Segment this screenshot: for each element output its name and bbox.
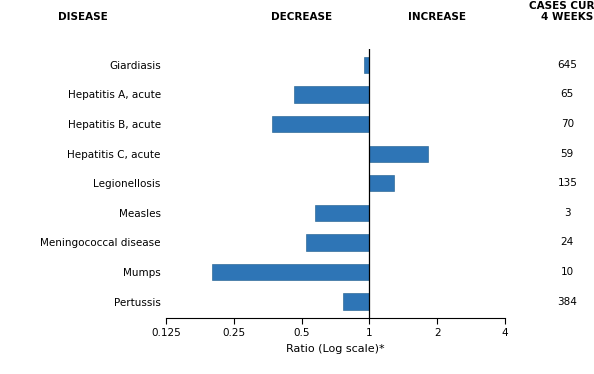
Text: 59: 59	[561, 149, 574, 159]
X-axis label: Ratio (Log scale)*: Ratio (Log scale)*	[286, 344, 385, 354]
Text: 384: 384	[557, 297, 577, 307]
Bar	[272, 116, 369, 132]
Bar	[212, 264, 369, 280]
Bar	[343, 294, 369, 310]
Text: 70: 70	[561, 119, 574, 129]
Bar	[365, 57, 369, 73]
Text: DISEASE: DISEASE	[58, 12, 108, 22]
Text: 645: 645	[557, 60, 577, 70]
Text: CASES CURRI
4 WEEKS: CASES CURRI 4 WEEKS	[529, 1, 594, 22]
Bar	[369, 175, 394, 191]
Bar	[315, 205, 369, 221]
Bar	[305, 234, 369, 251]
Bar	[369, 145, 428, 162]
Text: 10: 10	[561, 267, 574, 277]
Text: DECREASE: DECREASE	[271, 12, 332, 22]
Text: 3: 3	[564, 208, 571, 218]
Bar	[293, 86, 369, 102]
Text: 65: 65	[561, 89, 574, 99]
Text: 24: 24	[561, 237, 574, 248]
Text: INCREASE: INCREASE	[408, 12, 466, 22]
Text: 135: 135	[557, 178, 577, 188]
